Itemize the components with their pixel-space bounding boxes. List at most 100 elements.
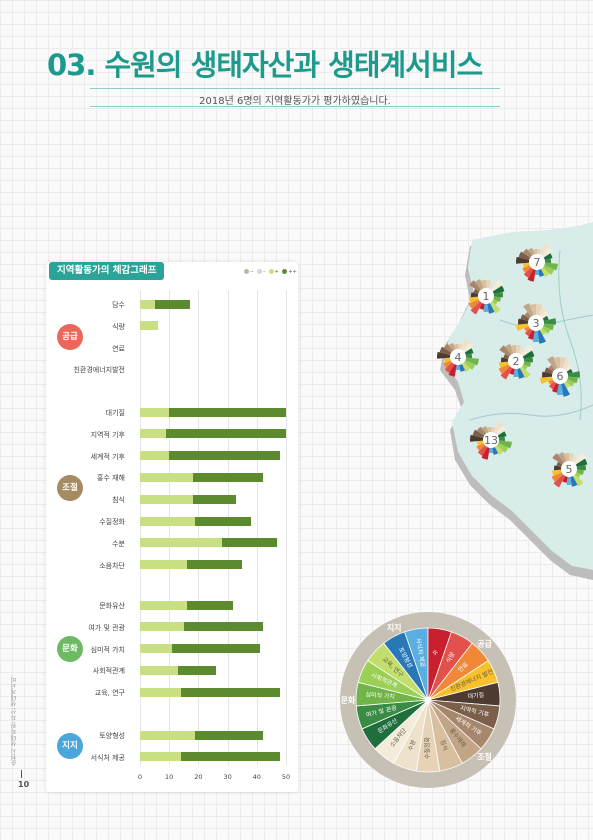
- site-marker-slice: [548, 379, 555, 385]
- site-marker-slice: [459, 364, 466, 372]
- row-label: 서식처 제공: [90, 753, 125, 762]
- x-tick-label: 0: [137, 773, 143, 781]
- x-tick-label: 50: [281, 773, 291, 781]
- x-tick-label: 40: [252, 773, 261, 781]
- row-label: 친환경에너지발전: [73, 366, 125, 375]
- site-marker-slice: [490, 279, 504, 292]
- legend-swatch: [282, 269, 288, 274]
- wheel-hub: [425, 697, 431, 703]
- bar-plus: [140, 644, 173, 654]
- bar-plus: [140, 687, 181, 697]
- site-marker-center: [483, 432, 499, 448]
- site-marker-slice: [455, 364, 461, 371]
- bar-plus: [140, 560, 187, 570]
- page-title: 03. 수원의 생태자산과 생태계서비스: [47, 48, 483, 82]
- site-marker-slice: [524, 328, 533, 337]
- site-marker-slice: [520, 314, 530, 322]
- bar-plus: [140, 752, 181, 762]
- site-marker-slice: [544, 367, 554, 375]
- site-marker-slice: [556, 383, 564, 395]
- bar-plusplus: [195, 516, 251, 526]
- site-marker-label: 5: [566, 463, 573, 476]
- site-marker-slice: [561, 383, 570, 397]
- site-marker-slice: [552, 453, 565, 465]
- bar-plusplus: [177, 665, 216, 675]
- bar-plusplus: [154, 299, 190, 309]
- row-label: 심미적 가치: [90, 645, 125, 654]
- site-marker-slice: [520, 344, 534, 357]
- site-marker-slice: [554, 465, 562, 471]
- site-marker-label: 2: [513, 355, 520, 368]
- row-label: 식량: [112, 322, 125, 331]
- site-marker-slice: [540, 311, 549, 319]
- site-marker-slice: [534, 269, 540, 275]
- legend-label: +: [274, 269, 279, 275]
- site-marker-slice: [544, 262, 558, 271]
- bar-plusplus: [183, 622, 263, 632]
- bar-plusplus: [192, 472, 263, 482]
- site-marker: 3: [516, 303, 556, 344]
- site-marker: 5: [551, 451, 588, 488]
- site-marker-slice: [563, 453, 569, 462]
- site-marker-slice: [567, 376, 578, 384]
- site-marker-slice: [519, 366, 531, 379]
- row-label: 문화유산: [99, 602, 125, 610]
- site-marker-slice: [493, 291, 503, 298]
- site-marker: 4: [437, 338, 479, 377]
- x-tick-label: 10: [165, 773, 174, 781]
- site-marker-slice: [560, 357, 567, 369]
- site-marker-label: 6: [557, 370, 564, 383]
- site-marker-slice: [523, 303, 534, 317]
- site-marker-slice: [492, 447, 499, 455]
- site-marker-slice: [489, 301, 501, 314]
- site-marker-slice: [538, 306, 547, 317]
- site-marker-center: [508, 353, 524, 369]
- gridline: [286, 290, 287, 765]
- legend-label: -: [263, 269, 266, 275]
- site-marker-slice: [498, 364, 511, 374]
- site-marker-slice: [469, 296, 479, 303]
- site-marker-slice: [444, 357, 451, 363]
- site-marker-slice: [437, 351, 451, 359]
- site-marker-slice: [487, 303, 495, 314]
- legend-label: --: [250, 269, 254, 275]
- site-marker-slice: [544, 258, 551, 264]
- site-marker-slice: [498, 436, 505, 442]
- site-marker-slice: [488, 282, 495, 290]
- site-marker-slice: [569, 453, 575, 462]
- site-marker-slice: [536, 304, 543, 316]
- site-marker-slice: [524, 326, 531, 332]
- site-marker-slice: [563, 381, 571, 389]
- site-marker: 6: [540, 356, 580, 397]
- gridline: [256, 290, 258, 765]
- site-marker-slice: [542, 315, 549, 322]
- site-marker-slice: [557, 451, 567, 463]
- site-marker-slice: [465, 357, 479, 366]
- site-marker-slice: [472, 429, 485, 439]
- site-marker-slice: [566, 368, 573, 375]
- site-marker-slice: [476, 443, 486, 451]
- site-marker-slice: [491, 299, 498, 305]
- site-marker-slice: [516, 345, 522, 354]
- site-marker-slice: [470, 434, 484, 442]
- site-marker-slice: [532, 249, 537, 255]
- chart-legend: -- - + ++: [242, 269, 297, 275]
- site-marker: 13: [470, 421, 512, 460]
- row-label: 교육, 연구: [94, 689, 125, 698]
- site-marker-slice: [565, 379, 575, 387]
- site-marker-slice: [518, 347, 525, 355]
- bar-plus: [140, 472, 193, 482]
- category-badge: 문화: [57, 635, 83, 662]
- site-marker-slice: [527, 247, 535, 256]
- site-marker-slice: [573, 452, 587, 465]
- site-marker-slice: [486, 280, 492, 289]
- site-marker-slice: [521, 364, 528, 370]
- site-marker-slice: [532, 330, 540, 343]
- row-label: 사회적관계: [92, 667, 125, 676]
- site-marker-slice: [503, 353, 510, 360]
- row-label: 연료: [112, 344, 125, 353]
- site-marker-slice: [566, 476, 572, 485]
- site-marker-slice: [537, 249, 542, 255]
- site-marker-slice: [469, 280, 482, 292]
- site-marker-slice: [523, 267, 534, 278]
